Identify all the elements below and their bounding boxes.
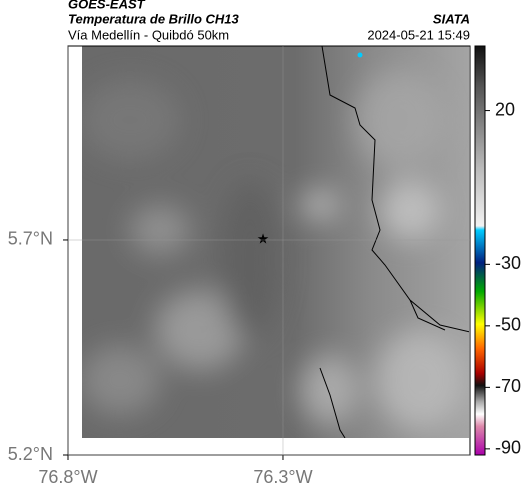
y-tick-label: 5.7°N bbox=[8, 229, 53, 249]
colorbar-tick-label: -50 bbox=[495, 315, 521, 335]
subtitle: Temperatura de Brillo CH13 bbox=[68, 11, 240, 26]
y-tick-label: 5.2°N bbox=[8, 444, 53, 464]
colorbar-tick-label: 20 bbox=[495, 99, 515, 119]
x-tick-label: 76.3°W bbox=[253, 467, 312, 487]
colorbar bbox=[474, 45, 486, 456]
location-marker: ★ bbox=[257, 231, 270, 247]
region: Vía Medellín - Quibdó 50km bbox=[68, 27, 229, 42]
colorbar-tick-label: -30 bbox=[495, 253, 521, 273]
title: GOES-EAST bbox=[68, 0, 146, 11]
x-tick-label: 76.8°W bbox=[38, 467, 97, 487]
colorbar-tick-label: -70 bbox=[495, 376, 521, 396]
source: SIATA bbox=[433, 11, 470, 26]
timestamp: 2024-05-21 15:49 bbox=[367, 27, 470, 42]
colorbar-tick-label: -90 bbox=[495, 438, 521, 458]
map-frame bbox=[67, 45, 471, 456]
satellite-image bbox=[82, 46, 469, 438]
